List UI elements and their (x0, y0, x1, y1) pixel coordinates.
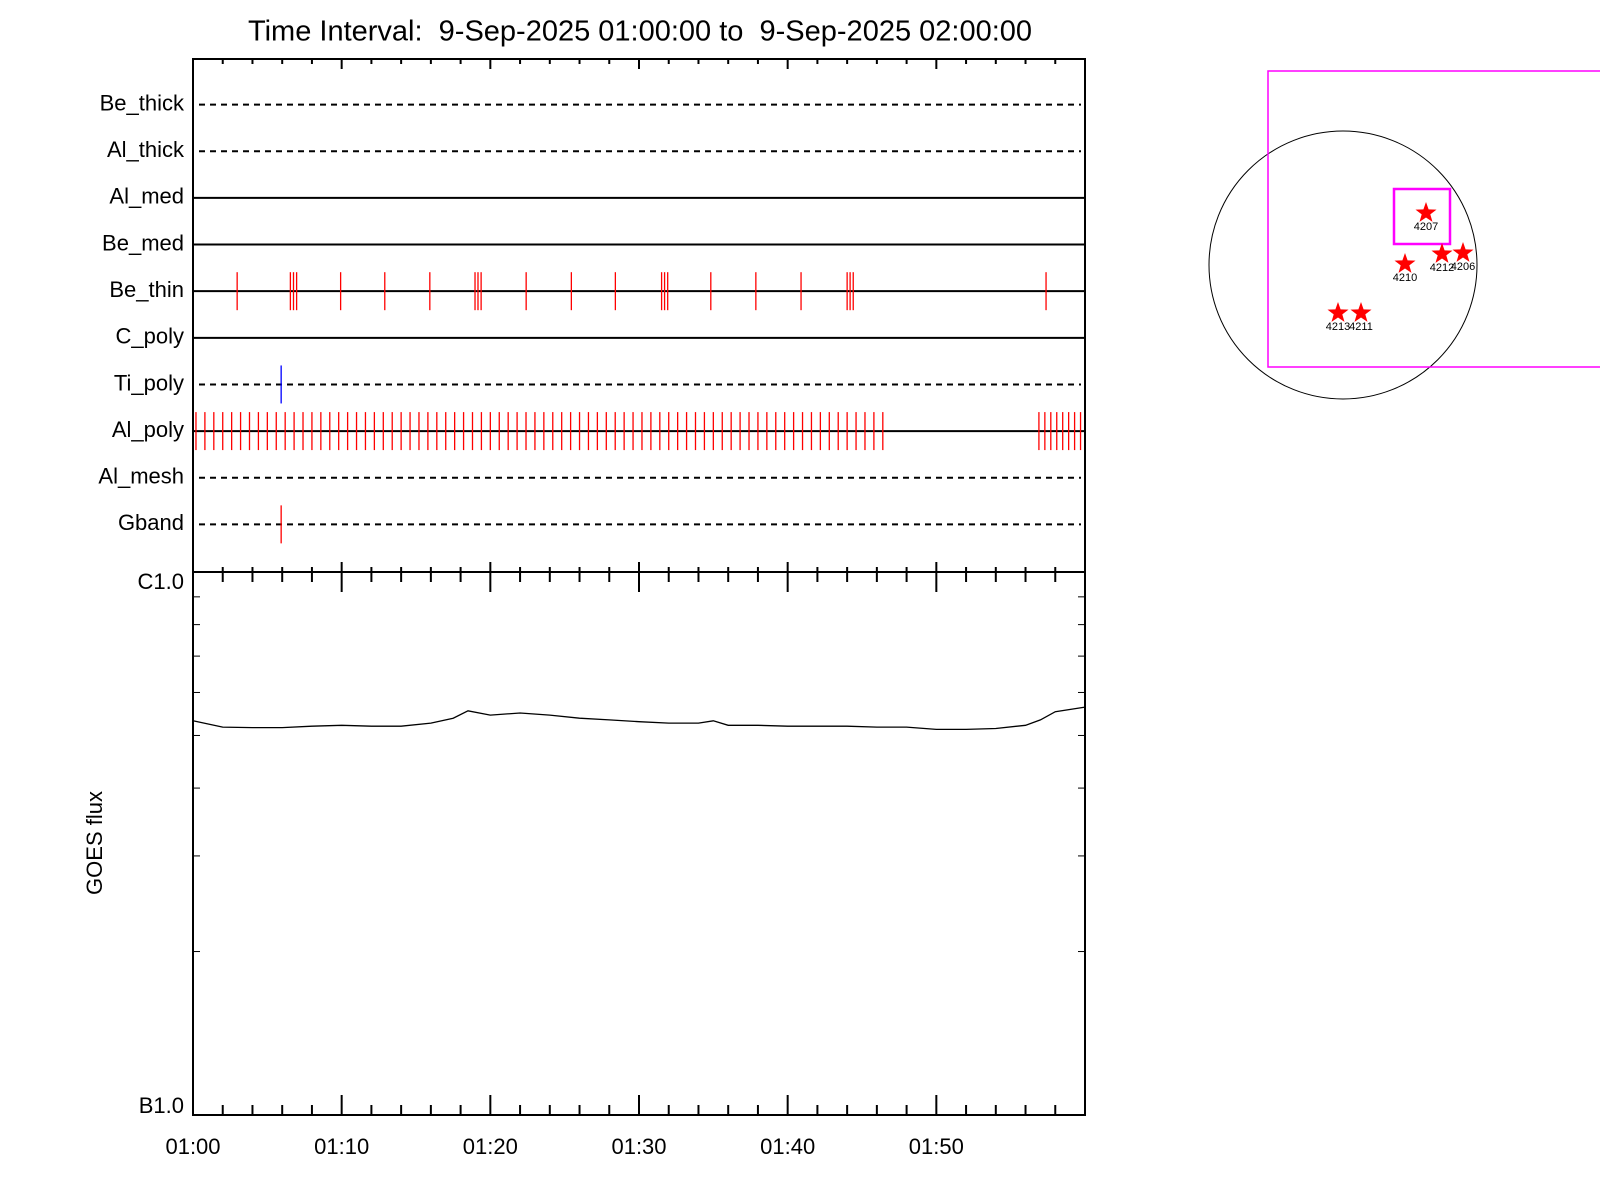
region-label: 4211 (1349, 321, 1373, 333)
region-marker (1431, 243, 1453, 263)
row-label: Gband (118, 510, 184, 535)
region-marker (1452, 242, 1474, 262)
plot-frame (192, 58, 1086, 573)
x-tick-label: 01:30 (611, 1134, 666, 1159)
flux-line (192, 706, 1086, 731)
x-tick-label: 01:10 (314, 1134, 369, 1159)
y-axis-label: GOES flux (82, 791, 107, 895)
row-label: Be_med (102, 230, 184, 255)
x-tick-label: 01:00 (165, 1134, 220, 1159)
region-marker (1327, 302, 1349, 322)
solar-disk (1208, 130, 1478, 400)
field-of-view (1267, 70, 1600, 368)
y-tick-label: B1.0 (139, 1093, 184, 1118)
row-label: Al_mesh (98, 464, 184, 489)
y-tick-label: C1.0 (138, 569, 184, 594)
region-label: 4210 (1393, 272, 1417, 284)
x-tick-label: 01:50 (909, 1134, 964, 1159)
row-label: C_poly (116, 324, 184, 349)
row-label: Be_thin (109, 277, 184, 302)
chart-title: Time Interval: 9-Sep-2025 01:00:00 to 9-… (248, 16, 1032, 48)
region-marker (1394, 253, 1416, 273)
region-marker (1415, 202, 1437, 222)
row-label: Al_med (109, 184, 184, 209)
target-box (1392, 187, 1452, 246)
row-label: Al_thick (107, 137, 185, 162)
region-label: 4213 (1326, 321, 1350, 333)
row-label: Ti_poly (114, 370, 184, 395)
x-tick-label: 01:40 (760, 1134, 815, 1159)
row-label: Be_thick (100, 90, 185, 115)
region-marker (1350, 302, 1372, 322)
region-label: 4206 (1451, 261, 1475, 273)
row-label: Al_poly (112, 417, 184, 442)
x-tick-label: 01:20 (463, 1134, 518, 1159)
plot-frame (192, 571, 1086, 1116)
region-label: 4207 (1414, 221, 1438, 233)
region-label: 4212 (1430, 262, 1454, 274)
